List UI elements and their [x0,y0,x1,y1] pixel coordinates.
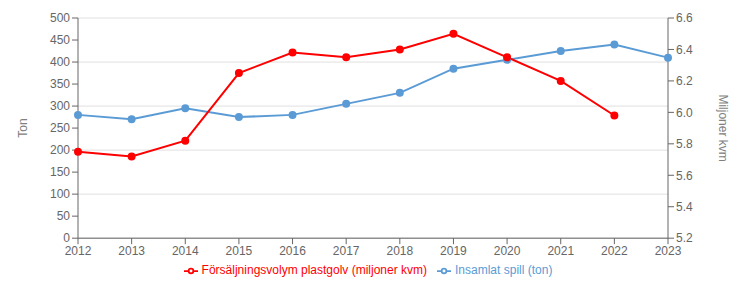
svg-text:2013: 2013 [118,244,145,258]
svg-text:250: 250 [50,121,70,135]
svg-text:6.6: 6.6 [676,11,693,25]
svg-text:2023: 2023 [655,244,682,258]
svg-text:2021: 2021 [547,244,574,258]
svg-text:150: 150 [50,165,70,179]
svg-text:6.2: 6.2 [676,74,693,88]
svg-text:Ton: Ton [16,118,30,137]
svg-text:500: 500 [50,11,70,25]
svg-text:Miljoner kvm: Miljoner kvm [716,94,730,161]
svg-text:2022: 2022 [601,244,628,258]
svg-text:400: 400 [50,55,70,69]
html-text:Insamlat spill (ton): Insamlat spill (ton) [455,263,553,278]
svg-text:5.8: 5.8 [676,137,693,151]
svg-text:2012: 2012 [65,244,92,258]
svg-text:2014: 2014 [172,244,199,258]
svg-text:2016: 2016 [279,244,306,258]
svg-text:450: 450 [50,33,70,47]
svg-text:50: 50 [57,209,71,223]
svg-text:2017: 2017 [333,244,360,258]
svg-text:350: 350 [50,77,70,91]
svg-text:5.2: 5.2 [676,231,693,245]
svg-text:0: 0 [63,231,70,245]
svg-text:6.0: 6.0 [676,106,693,120]
svg-text:2018: 2018 [386,244,413,258]
svg-text:2020: 2020 [494,244,521,258]
svg-text:300: 300 [50,99,70,113]
svg-text:100: 100 [50,187,70,201]
svg-text:200: 200 [50,143,70,157]
svg-text:2019: 2019 [440,244,467,258]
html-text:Försäljningsvolym plastgolv (m: Försäljningsvolym plastgolv (miljoner kv… [201,263,427,278]
svg-text:6.4: 6.4 [676,43,693,57]
svg-text:5.4: 5.4 [676,200,693,214]
svg-text:2015: 2015 [226,244,253,258]
svg-text:5.6: 5.6 [676,169,693,183]
